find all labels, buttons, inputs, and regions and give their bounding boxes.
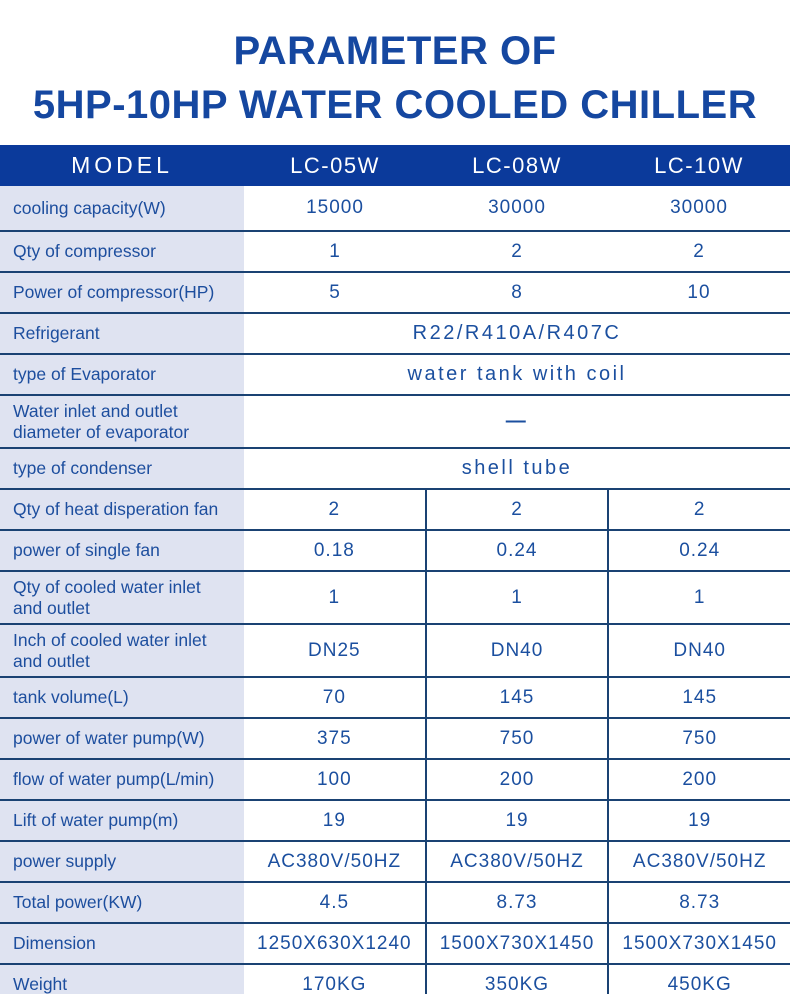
row-value: 19: [424, 801, 608, 840]
row-value: AC380V/50HZ: [607, 842, 790, 881]
row-label: type of condenser: [0, 449, 244, 488]
page-title: PARAMETER OF 5HP-10HP WATER COOLED CHILL…: [0, 0, 790, 145]
row-value: AC380V/50HZ: [424, 842, 608, 881]
row-value: 2: [424, 490, 608, 529]
row-value: 0.24: [607, 531, 790, 570]
row-value: 8.73: [424, 883, 608, 922]
table-row: Power of compressor(HP) 5 8 10: [0, 273, 790, 314]
row-value: 170KG: [244, 965, 425, 994]
row-label: Dimension: [0, 924, 244, 963]
model-column-headers: LC-05W LC-08W LC-10W: [244, 153, 790, 179]
row-label: power supply: [0, 842, 244, 881]
row-label: Qty of compressor: [0, 232, 244, 271]
row-label: flow of water pump(L/min): [0, 760, 244, 799]
row-value: 1: [424, 572, 608, 623]
table-row: Weight 170KG 350KG 450KG: [0, 965, 790, 994]
row-value: DN40: [424, 625, 608, 676]
table-row: tank volume(L) 70 145 145: [0, 678, 790, 719]
table-row: Dimension 1250X630X1240 1500X730X1450 1500X…: [0, 924, 790, 965]
row-value: 19: [607, 801, 790, 840]
row-value: 30000: [426, 186, 608, 230]
table-row: Refrigerant R22/R410A/R407C: [0, 314, 790, 355]
row-value: 100: [244, 760, 425, 799]
row-value: 5: [244, 273, 426, 312]
table-row: Qty of heat disperation fan 2 2 2: [0, 490, 790, 531]
page-title-line1: PARAMETER OF: [233, 29, 557, 73]
model-column-header: LC-05W: [290, 152, 380, 178]
row-label: Qty of cooled water inlet and outlet: [0, 572, 244, 623]
row-label: Refrigerant: [0, 314, 244, 353]
spec-table-body: cooling capacity(W) 15000 30000 30000 Qty of…: [0, 186, 790, 994]
row-value: 750: [424, 719, 608, 758]
table-row: Qty of compressor 1 2 2: [0, 232, 790, 273]
row-value: 8.73: [607, 883, 790, 922]
row-value: 1: [607, 572, 790, 623]
row-value: 15000: [244, 186, 426, 230]
row-value: 145: [607, 678, 790, 717]
table-row: Qty of cooled water inlet and outlet 1 1 1: [0, 572, 790, 625]
row-label: Lift of water pump(m): [0, 801, 244, 840]
row-value: 70: [244, 678, 425, 717]
row-label: Qty of heat disperation fan: [0, 490, 244, 529]
row-span-value: —: [244, 396, 790, 447]
row-span-value: shell tube: [244, 449, 790, 488]
table-row: type of Evaporator water tank with coil: [0, 355, 790, 396]
row-value: 375: [244, 719, 425, 758]
row-value: DN40: [607, 625, 790, 676]
row-value: 350KG: [424, 965, 608, 994]
row-label: Weight: [0, 965, 244, 994]
table-header-row: MODEL LC-05W LC-08W LC-10W: [0, 145, 790, 186]
row-value: 1250X630X1240: [244, 924, 425, 963]
row-value: 200: [424, 760, 608, 799]
row-label: type of Evaporator: [0, 355, 244, 394]
row-value: 4.5: [244, 883, 425, 922]
table-row: type of condenser shell tube: [0, 449, 790, 490]
row-label: cooling capacity(W): [0, 186, 244, 230]
table-row: Lift of water pump(m) 19 19 19: [0, 801, 790, 842]
table-row: Total power(KW) 4.5 8.73 8.73: [0, 883, 790, 924]
row-value: 750: [607, 719, 790, 758]
model-header-cell: MODEL: [71, 152, 173, 178]
row-label: power of single fan: [0, 531, 244, 570]
table-row: Water inlet and outlet diameter of evapo…: [0, 396, 790, 449]
table-row: power of water pump(W) 375 750 750: [0, 719, 790, 760]
row-value: 8: [426, 273, 608, 312]
row-value: 10: [608, 273, 790, 312]
row-value: 450KG: [607, 965, 790, 994]
row-value: AC380V/50HZ: [244, 842, 425, 881]
model-column-header: LC-10W: [654, 152, 744, 178]
row-value: 2: [607, 490, 790, 529]
page-title-line2: 5HP-10HP WATER COOLED CHILLER: [32, 83, 758, 127]
row-value: 30000: [608, 186, 790, 230]
row-label: tank volume(L): [0, 678, 244, 717]
table-row: power supply AC380V/50HZ AC380V/50HZ AC380V…: [0, 842, 790, 883]
row-value: DN25: [244, 625, 425, 676]
row-value: 19: [244, 801, 425, 840]
row-value: 1500X730X1450: [607, 924, 790, 963]
model-column-header: LC-08W: [472, 152, 562, 178]
row-value: 1: [244, 232, 426, 271]
table-row: cooling capacity(W) 15000 30000 30000: [0, 186, 790, 232]
row-value: 2: [426, 232, 608, 271]
row-value: 0.18: [244, 531, 425, 570]
row-label: Power of compressor(HP): [0, 273, 244, 312]
row-span-value: water tank with coil: [244, 355, 790, 394]
row-value: 2: [244, 490, 425, 529]
table-row: Inch of cooled water inlet and outlet DN2…: [0, 625, 790, 678]
row-value: 2: [608, 232, 790, 271]
row-label: power of water pump(W): [0, 719, 244, 758]
row-value: 1: [244, 572, 425, 623]
row-label: Total power(KW): [0, 883, 244, 922]
row-label: Water inlet and outlet diameter of evapo…: [0, 396, 244, 447]
table-row: flow of water pump(L/min) 100 200 200: [0, 760, 790, 801]
row-label: Inch of cooled water inlet and outlet: [0, 625, 244, 676]
row-value: 200: [607, 760, 790, 799]
table-row: power of single fan 0.18 0.24 0.24: [0, 531, 790, 572]
row-value: 1500X730X1450: [424, 924, 608, 963]
row-value: 145: [424, 678, 608, 717]
row-span-value: R22/R410A/R407C: [244, 314, 790, 353]
row-value: 0.24: [424, 531, 608, 570]
